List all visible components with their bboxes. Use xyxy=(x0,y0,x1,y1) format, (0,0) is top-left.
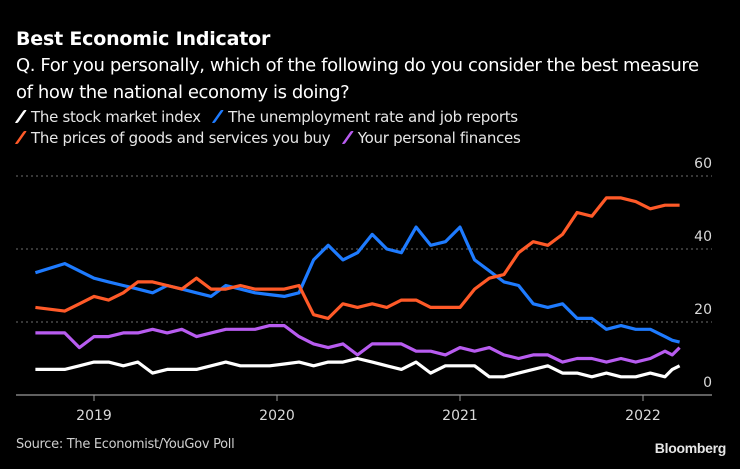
legend-label: The stock market index xyxy=(31,108,201,126)
y-tick-label: 20 xyxy=(694,302,712,318)
y-tick-label: 0 xyxy=(703,375,712,391)
chart-title: Best Economic Indicator xyxy=(16,28,271,50)
x-axis xyxy=(16,394,712,401)
legend-label: The unemployment rate and job reports xyxy=(228,108,518,126)
y-tick-label: 40 xyxy=(694,229,712,245)
x-tick-label: 2021 xyxy=(442,408,478,424)
legend-item-stock-market: The stock market index xyxy=(14,107,201,128)
x-tick-label: 2022 xyxy=(625,408,661,424)
legend-item-prices: The prices of goods and services you buy xyxy=(14,128,331,149)
y-tick-label: 60 xyxy=(694,156,712,172)
x-tick-label: 2020 xyxy=(259,408,295,424)
bloomberg-logo: Bloomberg xyxy=(654,440,727,456)
legend-item-personal-finances: Your personal finances xyxy=(341,128,521,149)
chart-subtitle: Q. For you personally, which of the foll… xyxy=(16,55,699,103)
legend-label: The prices of goods and services you buy xyxy=(31,129,331,147)
series-line-the-prices-of-goods-and-services-you-buy xyxy=(35,196,680,320)
source-note: Source: The Economist/YouGov Poll xyxy=(16,437,235,452)
legend-label: Your personal finances xyxy=(357,129,521,147)
series-lines xyxy=(34,196,681,379)
y-axis-labels: 0 20 40 60 xyxy=(694,156,712,391)
series-line-the-unemployment-rate-and-job-reports xyxy=(34,225,680,344)
x-tick-label: 2019 xyxy=(76,408,112,424)
legend: The stock market index The unemployment … xyxy=(14,107,716,149)
series-line-the-stock-market-index xyxy=(35,356,681,379)
series-line-your-personal-finances xyxy=(35,324,681,364)
x-axis-labels: 2019 2020 2021 2022 xyxy=(76,408,661,424)
legend-item-unemployment: The unemployment rate and job reports xyxy=(211,107,518,128)
